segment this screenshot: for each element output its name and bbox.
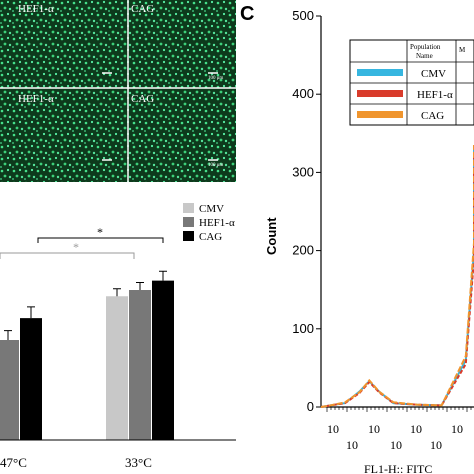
micrograph-label-hef1a-bottom: HEF1-α xyxy=(18,93,54,105)
legend-swatch-cmv xyxy=(183,203,194,213)
group-label-33: 33°C xyxy=(125,455,152,470)
histogram-series-cag xyxy=(320,145,474,408)
histogram-series-hef1 xyxy=(320,156,474,408)
bar-cmv-1 xyxy=(106,296,128,440)
bar-cag-1 xyxy=(152,280,174,440)
x-tick-label: 10 xyxy=(346,438,358,452)
bracket-black xyxy=(37,237,164,243)
legend-label-hef1a: HEF1-α xyxy=(199,217,235,229)
legend-swatch-cag xyxy=(183,231,194,241)
legend-label-cag: CAG xyxy=(199,231,222,243)
significance-star-black: * xyxy=(97,225,103,239)
histogram-legend: Population Name M CMV HEF1-α CAG xyxy=(349,39,474,126)
x-tick-label: 10 xyxy=(327,422,339,436)
histogram: 0 100 200 300 400 500 10 10 10 10 10 10 10 xyxy=(292,8,474,452)
legend-swatch-cag xyxy=(357,111,403,118)
micrograph-background xyxy=(0,0,236,182)
y-axis-label: Count xyxy=(264,217,279,255)
bar-hef1-0 xyxy=(0,340,19,440)
bar-legend: CMV HEF1-α CAG xyxy=(183,203,235,243)
micrograph-label-cag-bottom: CAG xyxy=(131,93,154,105)
y-tick-label: 200 xyxy=(292,243,314,258)
scale-label: 100 μm xyxy=(208,163,223,168)
legend-swatch-cmv xyxy=(357,69,403,76)
y-tick-label: 500 xyxy=(292,8,314,23)
y-tick-label: 400 xyxy=(292,86,314,101)
scale-label: 100 μm xyxy=(208,76,223,81)
legend-header-name: Name xyxy=(416,52,433,60)
x-tick-label: 10 xyxy=(451,422,463,436)
group-label-47: 47°C xyxy=(0,455,27,470)
bar-hef1-1 xyxy=(129,290,151,440)
y-tick-label: 0 xyxy=(307,399,314,414)
x-tick-label: 10 xyxy=(410,422,422,436)
histogram-series-cmv xyxy=(320,148,474,408)
y-tick-label: 300 xyxy=(292,164,314,179)
legend-entry-cmv: CMV xyxy=(421,68,446,80)
bar-chart xyxy=(0,270,174,440)
legend-swatch-hef1a xyxy=(183,217,194,227)
legend-label-cmv: CMV xyxy=(199,203,224,215)
legend-entry-cag: CAG xyxy=(421,110,444,122)
significance-star-grey: * xyxy=(73,240,79,254)
micrograph-panel: HEF1-α CAG HEF1-α CAG 100 μm 100 μm xyxy=(0,0,236,182)
legend-entry-hef1a: HEF1-α xyxy=(417,89,453,101)
legend-table-frame xyxy=(349,39,474,126)
legend-swatch-hef1a xyxy=(357,90,403,97)
panel-label-c: C xyxy=(240,3,254,25)
x-tick-label: 10 xyxy=(430,438,442,452)
micrograph-label-cag-top: CAG xyxy=(131,3,154,15)
bar-cag-0 xyxy=(20,318,42,440)
x-axis-label: FL1-H:: FITC xyxy=(364,462,432,474)
bracket-grey xyxy=(0,252,135,259)
micrograph-label-hef1a-top: HEF1-α xyxy=(18,3,54,15)
x-tick-label: 10 xyxy=(368,422,380,436)
y-tick-label: 100 xyxy=(292,321,314,336)
significance-brackets: * * xyxy=(0,225,164,259)
legend-header-population: Population xyxy=(410,43,441,51)
legend-header-m: M xyxy=(459,46,466,54)
x-tick-label: 10 xyxy=(390,438,402,452)
